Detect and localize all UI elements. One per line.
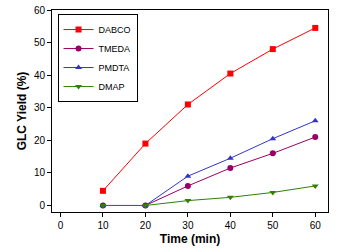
svg-text:50: 50 — [267, 220, 279, 231]
svg-text:10: 10 — [97, 220, 109, 231]
svg-text:Time (min): Time (min) — [160, 232, 220, 246]
svg-text:20: 20 — [34, 135, 46, 146]
svg-text:DMAP: DMAP — [99, 82, 125, 92]
svg-text:20: 20 — [140, 220, 152, 231]
svg-text:0: 0 — [58, 220, 64, 231]
svg-text:30: 30 — [34, 102, 46, 113]
svg-text:30: 30 — [182, 220, 194, 231]
svg-text:PMDTA: PMDTA — [99, 63, 130, 73]
svg-text:DABCO: DABCO — [99, 25, 131, 35]
svg-text:60: 60 — [34, 5, 46, 16]
svg-text:GLC Yield (%): GLC Yield (%) — [15, 72, 29, 151]
svg-text:40: 40 — [225, 220, 237, 231]
svg-text:60: 60 — [310, 220, 322, 231]
svg-text:40: 40 — [34, 70, 46, 81]
svg-text:50: 50 — [34, 37, 46, 48]
svg-text:10: 10 — [34, 167, 46, 178]
svg-text:0: 0 — [39, 200, 45, 211]
svg-text:TMEDA: TMEDA — [99, 44, 131, 54]
